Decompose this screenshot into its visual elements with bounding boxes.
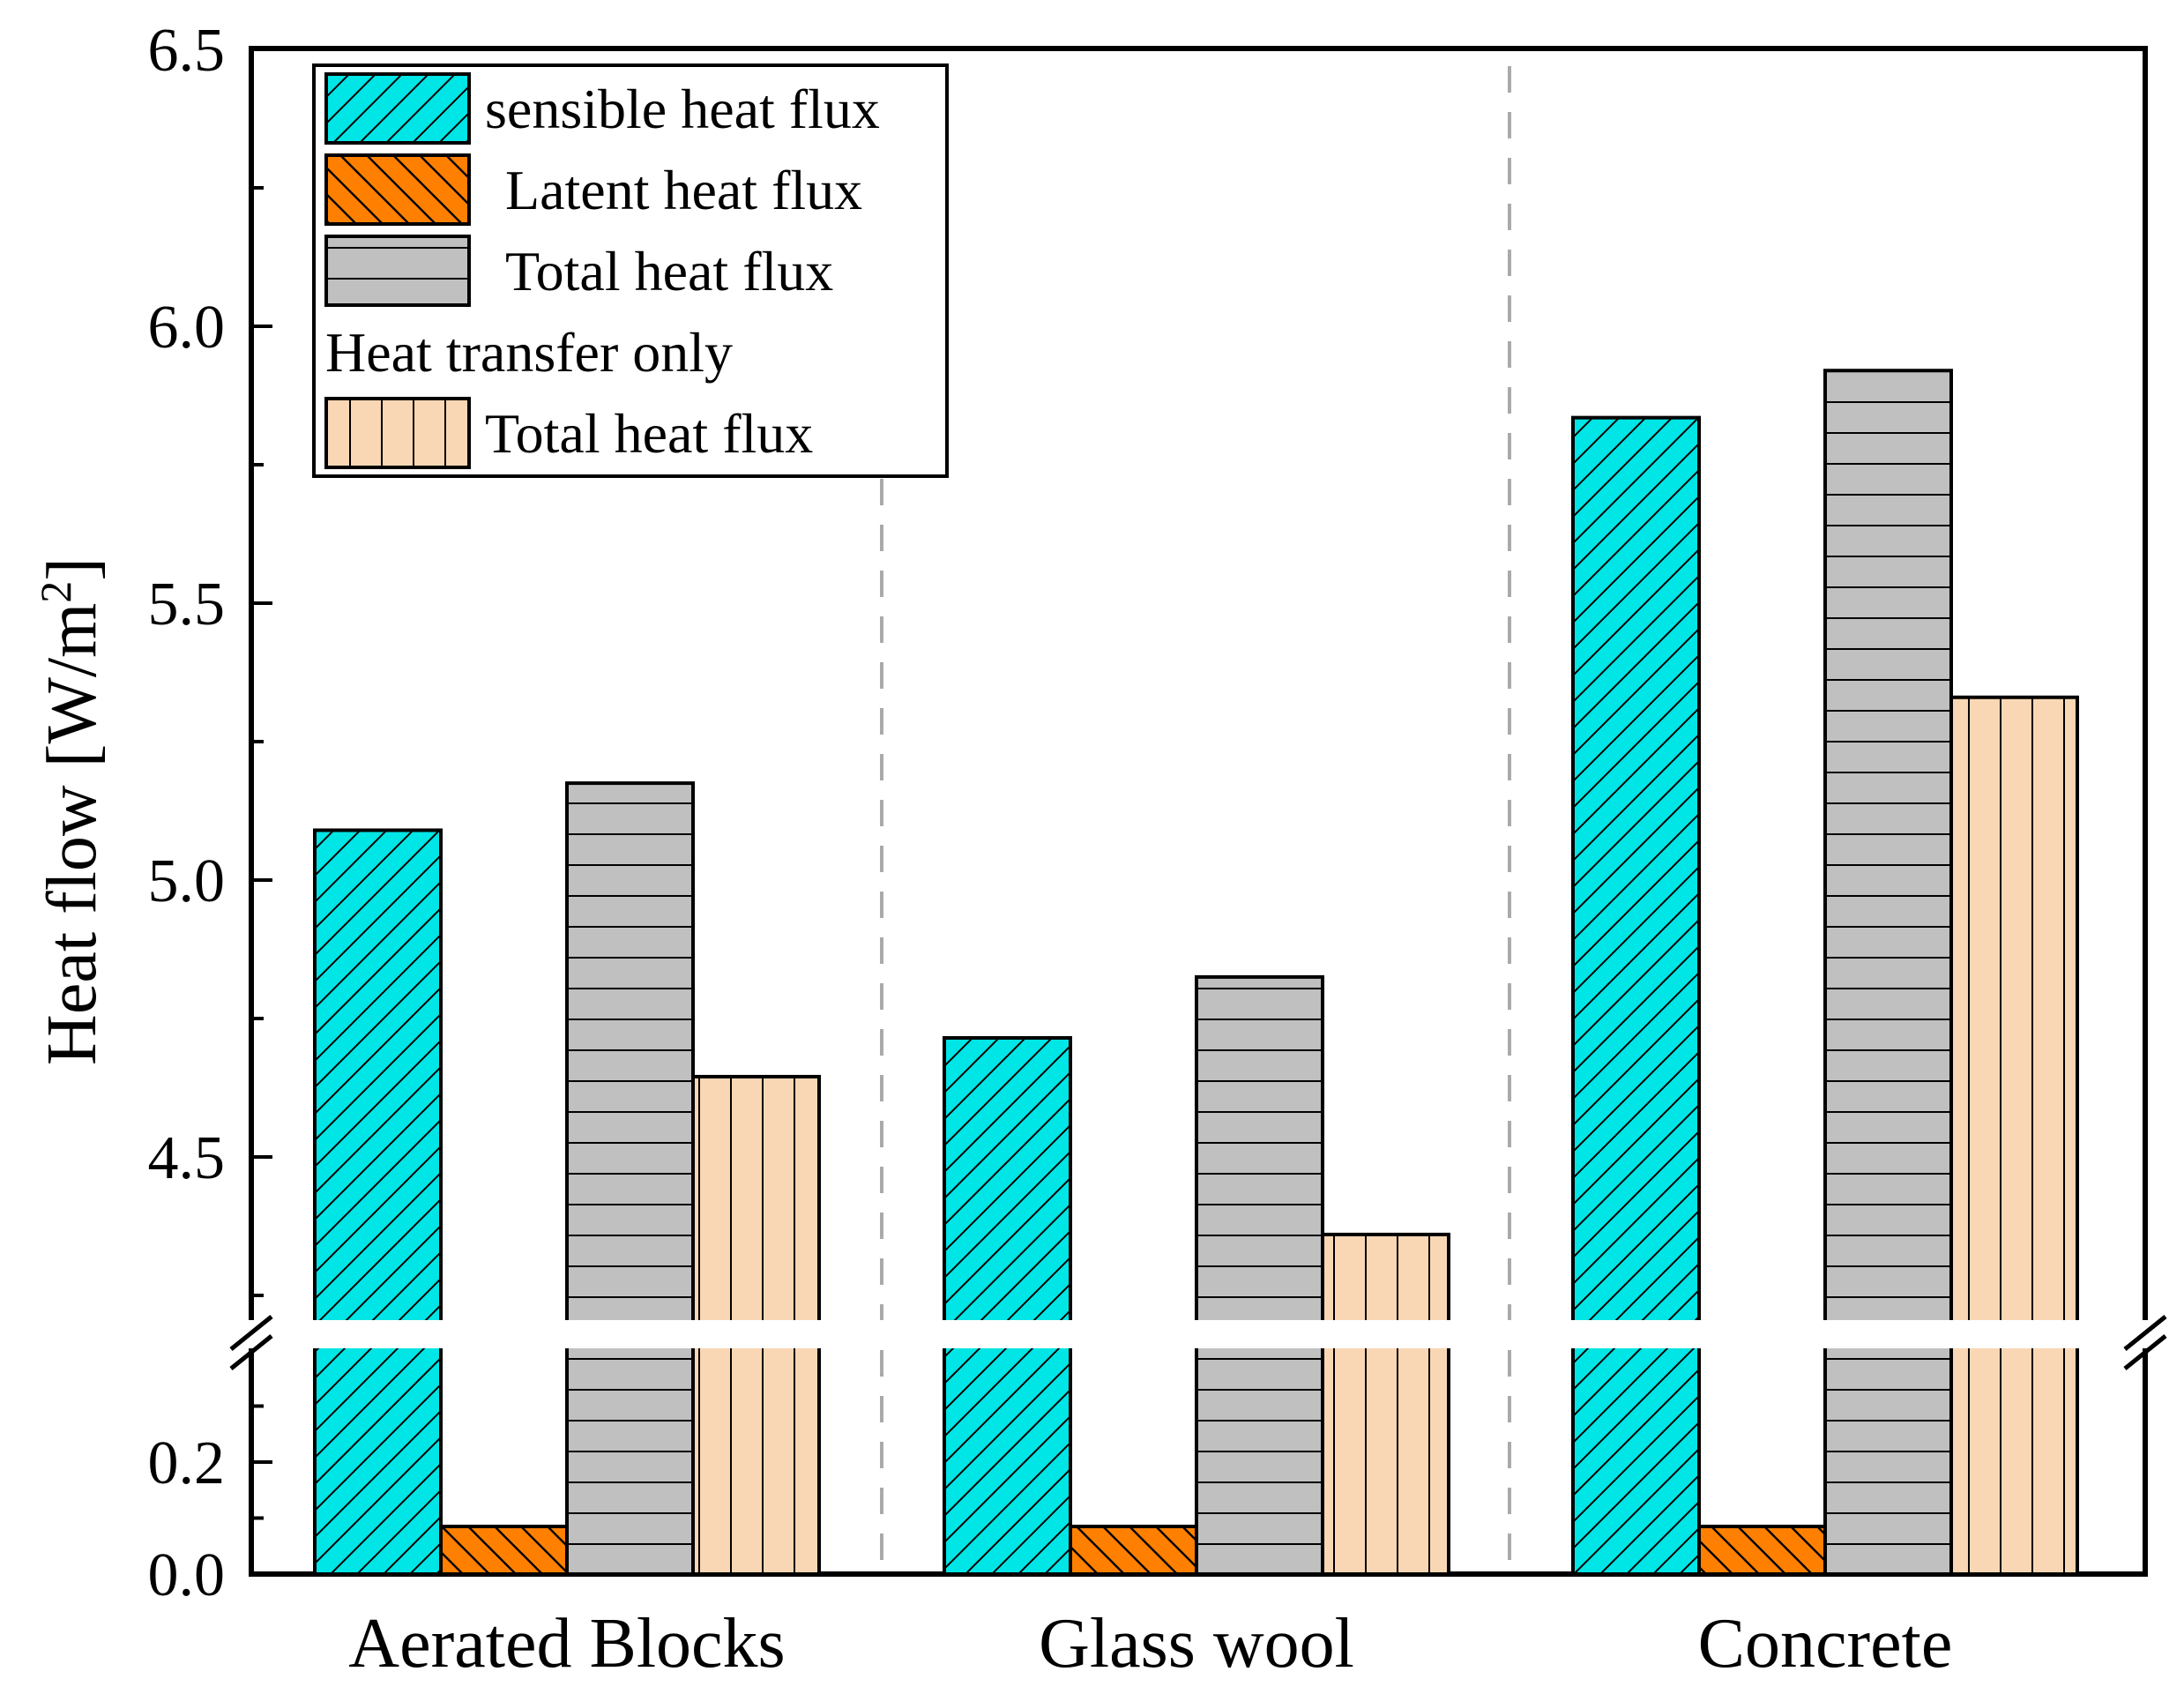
- bar-aerated-blocks-series-3: [565, 781, 695, 1576]
- bar-aerated-blocks-series-2: [439, 1525, 569, 1577]
- axis-break-mark-left-1: [229, 1315, 273, 1351]
- bar-glass-wool-series-1: [943, 1035, 1072, 1576]
- bar-concrete-series-4: [1949, 695, 2079, 1576]
- y-axis-title-close: ]: [34, 557, 111, 581]
- y-axis-ticks: 0.0 0.2 4.5 5.0 5.5 6.0 6.5: [148, 17, 272, 1609]
- axis-break-mark-left-2: [229, 1334, 273, 1370]
- legend-swatch-total-heat-transfer: [324, 397, 471, 469]
- axis-break-mark-right-2: [2123, 1334, 2167, 1370]
- y-tick-label: 5.0: [148, 847, 226, 915]
- bars-layer: [313, 369, 2079, 1577]
- x-category-label: Concrete: [1698, 1605, 1953, 1683]
- bar-concrete-series-3: [1823, 369, 1953, 1576]
- y-axis-title: Heat flow [W/m2]: [31, 557, 111, 1065]
- legend-swatch-sensible: [324, 72, 471, 145]
- legend-swatch-latent: [324, 153, 471, 226]
- legend-label-sensible: sensible heat flux: [485, 78, 880, 140]
- bar-concrete-series-2: [1697, 1525, 1827, 1577]
- y-axis-title-main: Heat flow [W/m: [34, 603, 111, 1065]
- legend: sensible heat flux Latent heat flux Tota…: [312, 63, 949, 478]
- legend-swatch-total: [324, 235, 471, 307]
- y-tick-label: 0.2: [148, 1429, 226, 1497]
- legend-label-latent: Latent heat flux: [505, 159, 862, 221]
- x-axis-categories: Aerated Blocks Glass wool Concrete: [348, 1556, 1952, 1683]
- x-category-label: Glass wool: [1039, 1605, 1354, 1683]
- y-tick-label: 6.0: [148, 294, 226, 362]
- y-tick-label: 5.5: [148, 571, 226, 638]
- axis-break-mark-right-1: [2123, 1315, 2167, 1351]
- y-tick-label: 0.0: [148, 1541, 226, 1609]
- y-tick-label: 6.5: [148, 17, 226, 85]
- x-category-label: Aerated Blocks: [348, 1605, 785, 1683]
- legend-label-total-heat-transfer: Total heat flux: [485, 402, 813, 465]
- bar-glass-wool-series-4: [1321, 1232, 1450, 1577]
- bar-glass-wool-series-2: [1069, 1525, 1198, 1577]
- y-axis-title-superscript: 2: [31, 581, 80, 603]
- y-tick-label: 4.5: [148, 1124, 226, 1192]
- legend-label-total: Total heat flux: [505, 240, 833, 302]
- axis-break-gap: [245, 1320, 2152, 1348]
- bar-concrete-series-1: [1571, 415, 1701, 1576]
- bar-glass-wool-series-3: [1195, 974, 1324, 1576]
- bar-aerated-blocks-series-1: [313, 828, 443, 1576]
- legend-subheading: Heat transfer only: [325, 321, 733, 384]
